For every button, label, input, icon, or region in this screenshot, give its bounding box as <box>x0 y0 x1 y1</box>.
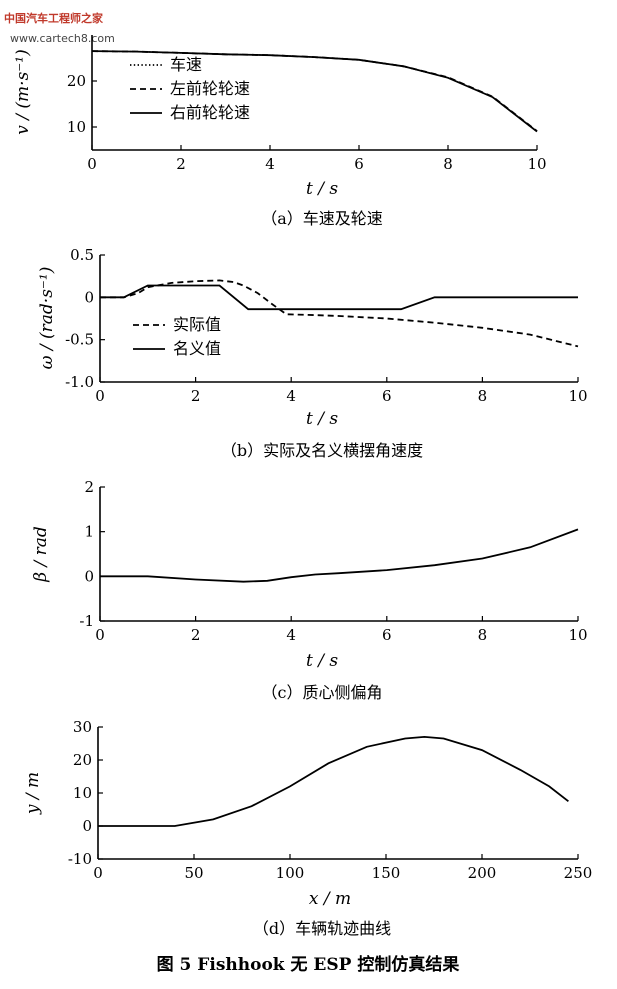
x-tick-label: 6 <box>382 387 392 405</box>
series-line-1 <box>98 735 569 827</box>
series-line-2 <box>91 50 538 132</box>
legend-entry: 车速 <box>170 55 202 74</box>
x-tick-label: 2 <box>191 387 201 405</box>
series-line-3 <box>91 50 538 133</box>
x-tick-label: 200 <box>468 864 497 882</box>
x-tick-label: 6 <box>382 626 392 644</box>
y-tick-label: 0 <box>84 567 94 585</box>
watermark-line2: www.cartech8.com <box>10 32 115 45</box>
panel-caption: （c）质心侧偏角 <box>262 683 383 702</box>
x-tick-label: 0 <box>87 155 97 173</box>
y-tick-label: 0.5 <box>70 246 94 264</box>
x-axis-label: t / s <box>306 651 338 671</box>
y-tick-label: 20 <box>67 72 86 90</box>
figure-caption: 图 5 Fishhook 无 ESP 控制仿真结果 <box>157 954 460 975</box>
y-tick-label: -1 <box>79 612 94 630</box>
x-axis-label: x / m <box>309 889 351 909</box>
x-tick-label: 250 <box>564 864 593 882</box>
x-tick-label: 6 <box>354 155 364 173</box>
x-tick-label: 100 <box>276 864 305 882</box>
panel-caption: （d）车辆轨迹曲线 <box>253 919 391 938</box>
y-tick-label: 2 <box>84 478 94 496</box>
x-tick-label: 10 <box>568 626 587 644</box>
x-tick-label: 0 <box>93 864 103 882</box>
series-line-1 <box>100 528 579 583</box>
x-tick-label: 4 <box>286 387 296 405</box>
y-axis-label: β / rad <box>31 526 51 583</box>
x-tick-label: 8 <box>443 155 453 173</box>
y-tick-label: -10 <box>68 850 92 868</box>
x-axis-label: t / s <box>306 409 338 429</box>
y-tick-label: 0 <box>84 288 94 306</box>
series-line-1 <box>100 279 579 348</box>
x-tick-label: 2 <box>176 155 186 173</box>
x-tick-label: 4 <box>265 155 275 173</box>
y-tick-label: 20 <box>73 751 92 769</box>
y-axis-label: v / (m·s⁻¹) <box>13 49 33 134</box>
y-tick-label: 1 <box>84 523 94 541</box>
legend-entry: 左前轮轮速 <box>170 79 250 98</box>
series-line-1 <box>91 50 538 133</box>
watermark: 中国汽车工程师之家 www.cartech8.com <box>4 11 115 45</box>
x-tick-label: 2 <box>191 626 201 644</box>
x-tick-label: 8 <box>478 387 488 405</box>
legend-entry: 右前轮轮速 <box>170 103 250 122</box>
x-tick-label: 50 <box>184 864 203 882</box>
y-tick-label: 10 <box>73 784 92 802</box>
y-axis-label: y / m <box>23 772 43 815</box>
y-tick-label: 30 <box>73 718 92 736</box>
y-tick-label: 0 <box>82 817 92 835</box>
x-tick-label: 0 <box>95 626 105 644</box>
legend-entry: 名义值 <box>173 339 221 358</box>
panel-caption: （a）车速及轮速 <box>261 209 383 228</box>
watermark-line1: 中国汽车工程师之家 <box>4 11 104 25</box>
y-tick-label: -1.0 <box>65 373 94 391</box>
x-tick-label: 150 <box>372 864 401 882</box>
x-axis-label: t / s <box>306 179 338 199</box>
x-tick-label: 0 <box>95 387 105 405</box>
y-axis-label: ω / (rad·s⁻¹) <box>37 267 57 370</box>
series-line-2 <box>100 284 578 311</box>
x-tick-label: 10 <box>568 387 587 405</box>
x-tick-label: 4 <box>286 626 296 644</box>
y-tick-label: 10 <box>67 118 86 136</box>
x-tick-label: 10 <box>527 155 546 173</box>
x-tick-label: 8 <box>478 626 488 644</box>
panel-caption: （b）实际及名义横摆角速度 <box>221 441 423 460</box>
legend-entry: 实际值 <box>173 315 221 334</box>
y-tick-label: -0.5 <box>65 331 94 349</box>
